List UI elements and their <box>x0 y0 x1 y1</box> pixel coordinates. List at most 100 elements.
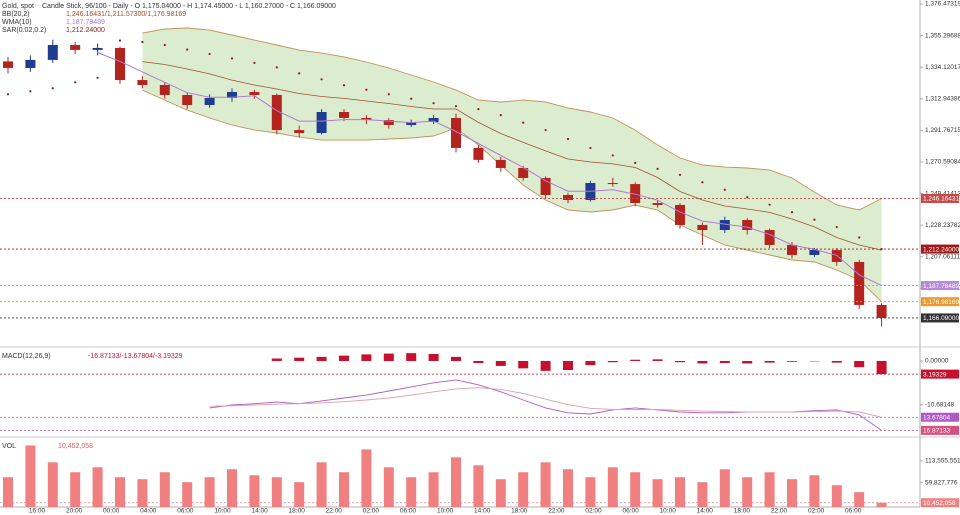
price-label-box <box>921 412 959 422</box>
y-tick-label: 1,228.23782 <box>925 222 960 229</box>
candle-body <box>361 117 372 121</box>
candle-body <box>451 117 461 148</box>
legend-name: SAR(0.02,0.2) <box>2 27 46 34</box>
volume-bar <box>204 477 215 507</box>
candle-body <box>271 94 282 131</box>
macd-histogram-bar <box>764 360 775 363</box>
volume-bar <box>495 479 506 507</box>
volume-bar <box>473 465 484 507</box>
macd-histogram-bar <box>383 353 394 361</box>
volume-bar <box>876 502 887 507</box>
volume-bar <box>764 472 775 507</box>
candle-body <box>719 220 730 231</box>
macd-histogram-bar <box>316 356 327 361</box>
sar-dot <box>566 137 570 141</box>
panel-title: Gold, spot <box>2 3 34 10</box>
x-tick-label: 18:00 <box>289 508 306 515</box>
sar-dot <box>544 128 547 132</box>
sar-dot <box>230 57 234 60</box>
candle-body <box>137 80 148 85</box>
sar-dot <box>813 218 816 221</box>
sar-dot <box>118 39 122 42</box>
candle-body <box>92 47 103 50</box>
x-tick-label: 18:00 <box>734 508 751 515</box>
candle-body <box>876 304 887 318</box>
price-label-box <box>921 281 959 291</box>
candle-body <box>540 177 551 195</box>
chart-subtitle: Candle Stick, 96/100 - Daily - O 1,175.0… <box>42 3 336 10</box>
panel-title: MACD(12,26,9) <box>2 353 51 360</box>
candle-body <box>227 91 237 98</box>
volume-bar <box>540 462 551 507</box>
legend-name: WMA(10) <box>2 19 32 26</box>
sar-dot <box>298 72 301 75</box>
price-label-box <box>921 369 959 379</box>
volume-bar <box>70 472 81 507</box>
volume-bar <box>3 477 13 507</box>
sar-dot <box>835 225 838 229</box>
macd-histogram-bar <box>787 360 797 362</box>
macd-histogram-bar <box>294 357 305 361</box>
price-label: 1,166.09000 <box>923 315 960 322</box>
price-label: 1,187.78489 <box>923 283 960 290</box>
x-tick-label: 10:00 <box>437 508 454 515</box>
sar-dot <box>634 161 637 164</box>
x-tick-label: 00:00 <box>103 508 120 515</box>
sar-dot <box>186 48 189 51</box>
volume-bar <box>607 467 618 507</box>
macd-histogram-bar <box>271 358 282 361</box>
sar-dot <box>320 78 323 81</box>
x-tick-label: 04:00 <box>140 508 157 515</box>
sar-dot <box>387 93 390 96</box>
x-tick-label: 06:00 <box>177 508 194 515</box>
macd-histogram-bar <box>451 356 461 361</box>
volume-bar <box>809 475 820 507</box>
macd-histogram-bar <box>742 360 753 364</box>
candle-body <box>3 61 13 68</box>
volume-bar <box>719 469 730 507</box>
x-tick-label: 06:00 <box>845 508 862 515</box>
volume-bar <box>25 445 36 507</box>
y-tick-label: 1,270.59084 <box>925 159 960 166</box>
sar-dot <box>96 76 99 79</box>
sar-dot <box>611 154 614 157</box>
y-tick-label: 1,291.76715 <box>925 127 960 134</box>
macd-histogram-bar <box>831 360 842 363</box>
candle-body <box>383 120 394 125</box>
sar-dot <box>6 93 10 96</box>
x-tick-label: 16:00 <box>29 508 46 515</box>
volume-bar <box>92 467 103 507</box>
volume-bar <box>249 475 260 507</box>
macd-histogram-bar <box>518 360 529 369</box>
candle-body <box>563 194 573 201</box>
volume-bar <box>787 479 797 507</box>
macd-histogram-bar <box>652 359 663 361</box>
volume-bar <box>742 477 753 507</box>
macd-histogram-bar <box>339 355 349 361</box>
sar-dot <box>858 236 861 239</box>
sar-dot <box>51 87 54 90</box>
volume-bar <box>854 492 865 507</box>
sar-dot <box>253 61 256 64</box>
candle-body <box>787 244 797 255</box>
volume-bar <box>563 469 573 507</box>
sar-dot <box>589 146 592 150</box>
sar-dot <box>768 203 771 206</box>
volume-bar <box>518 472 529 507</box>
price-label-box <box>921 244 959 254</box>
sar-dot <box>342 84 346 87</box>
candle-body <box>339 111 349 118</box>
candle-body <box>70 44 81 50</box>
candle-body <box>316 111 327 134</box>
candle-body <box>742 220 753 231</box>
candle-body <box>182 94 193 105</box>
volume-bar <box>182 482 193 507</box>
macd-histogram-bar <box>876 360 887 375</box>
candle-body <box>675 204 685 225</box>
y-tick-label: 1,312.94386 <box>925 96 960 103</box>
sar-dot <box>141 40 144 44</box>
sar-dot <box>790 211 794 214</box>
candle-body <box>809 250 820 255</box>
sar-dot <box>701 181 704 184</box>
y-tick-label: 1,207.06111 <box>925 254 960 261</box>
